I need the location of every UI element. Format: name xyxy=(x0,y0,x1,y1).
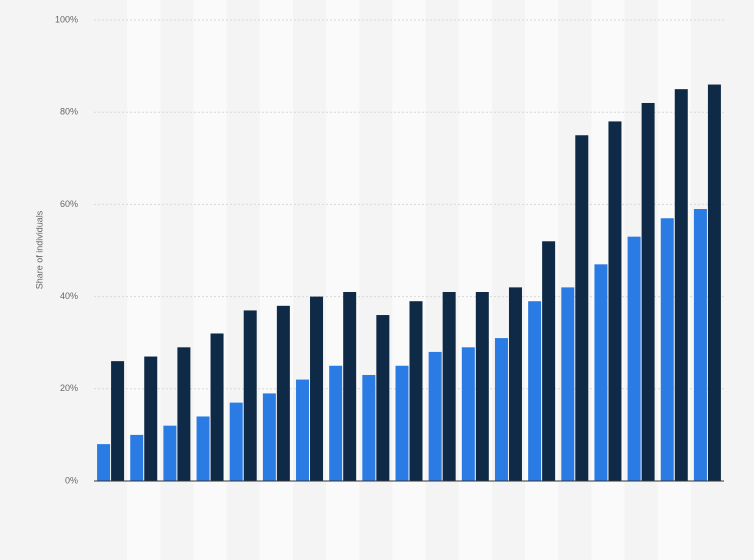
y-axis-label: Share of individuals xyxy=(34,210,44,289)
y-tick-label: 0% xyxy=(65,475,78,485)
y-tick-label: 60% xyxy=(60,199,78,209)
bar xyxy=(528,301,542,481)
bar xyxy=(262,393,276,481)
bar xyxy=(130,434,144,481)
bar xyxy=(608,121,622,482)
bar xyxy=(627,236,641,481)
bar xyxy=(494,338,508,481)
bar xyxy=(508,287,522,481)
bar xyxy=(177,347,191,481)
bar xyxy=(542,241,556,481)
y-tick-label: 100% xyxy=(55,14,78,24)
bar xyxy=(243,310,257,481)
bar xyxy=(144,356,158,481)
bar xyxy=(674,89,688,482)
bar xyxy=(276,305,290,481)
bar xyxy=(296,379,310,481)
y-tick-label: 80% xyxy=(60,107,78,117)
y-tick-label: 20% xyxy=(60,383,78,393)
bar xyxy=(97,444,111,481)
bar xyxy=(442,291,456,481)
bar xyxy=(428,351,442,481)
bar xyxy=(210,333,224,481)
bar xyxy=(475,291,489,481)
bar xyxy=(561,287,575,481)
bar xyxy=(707,84,721,481)
bar xyxy=(693,209,707,481)
bar xyxy=(111,361,125,481)
bar xyxy=(660,218,674,482)
bar xyxy=(163,425,177,481)
bar xyxy=(343,291,357,481)
bar xyxy=(641,102,655,481)
bar xyxy=(196,416,210,481)
bar xyxy=(229,402,243,481)
bar xyxy=(409,301,423,481)
bar xyxy=(461,347,475,481)
y-tick-label: 40% xyxy=(60,291,78,301)
bar xyxy=(575,135,589,481)
bar xyxy=(594,264,608,481)
bar xyxy=(395,365,409,481)
bar xyxy=(362,374,376,481)
bar xyxy=(376,315,390,481)
bar xyxy=(310,296,324,481)
bar xyxy=(329,365,343,481)
